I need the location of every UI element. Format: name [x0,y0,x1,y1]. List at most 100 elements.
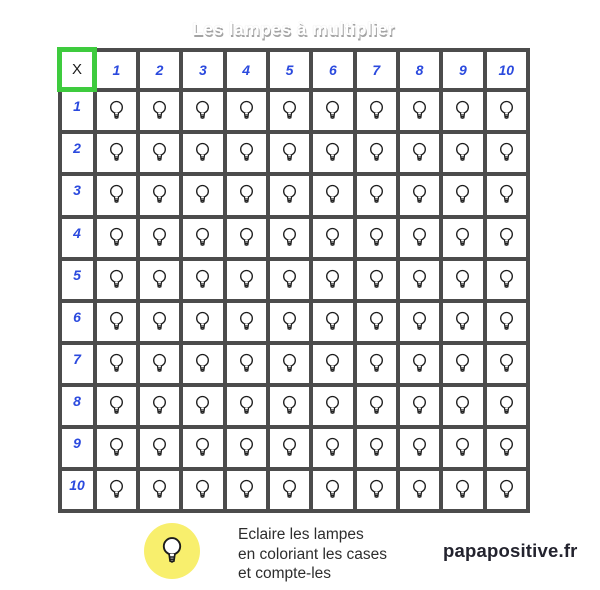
grid-cell-8x9[interactable] [439,382,487,429]
grid-cell-9x1[interactable] [92,424,140,471]
grid-cell-1x3[interactable] [179,87,227,135]
grid-cell-4x1[interactable] [92,214,140,261]
grid-cell-7x8[interactable] [395,340,444,387]
grid-cell-6x6[interactable] [309,298,357,345]
grid-cell-2x10[interactable] [482,130,531,177]
grid-cell-4x8[interactable] [395,214,444,261]
grid-cell-10x5[interactable] [265,466,314,514]
grid-cell-2x3[interactable] [179,130,227,177]
grid-cell-7x9[interactable] [439,340,487,387]
grid-cell-2x6[interactable] [309,130,357,177]
grid-cell-6x7[interactable] [352,298,400,345]
grid-cell-2x8[interactable] [395,130,444,177]
grid-cell-9x6[interactable] [309,424,357,471]
grid-cell-5x5[interactable] [265,256,314,303]
grid-cell-5x9[interactable] [439,256,487,303]
grid-cell-10x8[interactable] [395,466,444,514]
grid-cell-7x6[interactable] [309,340,357,387]
grid-cell-8x5[interactable] [265,382,314,429]
grid-cell-5x1[interactable] [92,256,140,303]
grid-cell-3x4[interactable] [222,172,270,219]
grid-cell-5x8[interactable] [395,256,444,303]
grid-cell-1x6[interactable] [309,87,357,135]
grid-cell-1x2[interactable] [135,87,184,135]
grid-cell-10x6[interactable] [309,466,357,514]
grid-cell-9x2[interactable] [135,424,184,471]
grid-cell-6x1[interactable] [92,298,140,345]
grid-cell-5x3[interactable] [179,256,227,303]
grid-cell-5x7[interactable] [352,256,400,303]
grid-cell-5x6[interactable] [309,256,357,303]
grid-cell-9x9[interactable] [439,424,487,471]
grid-cell-10x7[interactable] [352,466,400,514]
grid-cell-3x2[interactable] [135,172,184,219]
grid-cell-9x3[interactable] [179,424,227,471]
grid-cell-2x4[interactable] [222,130,270,177]
grid-cell-7x1[interactable] [92,340,140,387]
grid-cell-5x10[interactable] [482,256,531,303]
grid-cell-6x9[interactable] [439,298,487,345]
grid-cell-4x9[interactable] [439,214,487,261]
grid-cell-9x5[interactable] [265,424,314,471]
grid-cell-3x8[interactable] [395,172,444,219]
grid-cell-7x2[interactable] [135,340,184,387]
grid-cell-4x4[interactable] [222,214,270,261]
grid-cell-3x5[interactable] [265,172,314,219]
grid-cell-10x9[interactable] [439,466,487,514]
grid-cell-2x7[interactable] [352,130,400,177]
grid-cell-8x8[interactable] [395,382,444,429]
grid-cell-7x3[interactable] [179,340,227,387]
grid-cell-5x4[interactable] [222,256,270,303]
grid-cell-6x5[interactable] [265,298,314,345]
grid-cell-5x2[interactable] [135,256,184,303]
grid-cell-1x10[interactable] [482,87,531,135]
grid-cell-3x7[interactable] [352,172,400,219]
grid-cell-10x1[interactable] [92,466,140,514]
grid-cell-4x5[interactable] [265,214,314,261]
grid-cell-8x7[interactable] [352,382,400,429]
grid-cell-2x1[interactable] [92,130,140,177]
grid-cell-1x5[interactable] [265,87,314,135]
grid-cell-8x2[interactable] [135,382,184,429]
grid-cell-1x7[interactable] [352,87,400,135]
grid-cell-7x7[interactable] [352,340,400,387]
grid-cell-1x1[interactable] [92,87,140,135]
grid-cell-10x10[interactable] [482,466,531,514]
grid-cell-7x5[interactable] [265,340,314,387]
grid-cell-2x5[interactable] [265,130,314,177]
grid-cell-7x4[interactable] [222,340,270,387]
grid-cell-4x3[interactable] [179,214,227,261]
grid-cell-9x8[interactable] [395,424,444,471]
grid-cell-6x10[interactable] [482,298,531,345]
grid-cell-8x4[interactable] [222,382,270,429]
grid-cell-2x2[interactable] [135,130,184,177]
grid-cell-3x3[interactable] [179,172,227,219]
grid-cell-6x8[interactable] [395,298,444,345]
grid-cell-1x8[interactable] [395,87,444,135]
grid-cell-1x4[interactable] [222,87,270,135]
grid-cell-10x3[interactable] [179,466,227,514]
grid-cell-8x10[interactable] [482,382,531,429]
grid-cell-9x7[interactable] [352,424,400,471]
grid-cell-4x2[interactable] [135,214,184,261]
grid-cell-6x4[interactable] [222,298,270,345]
grid-cell-3x10[interactable] [482,172,531,219]
grid-cell-8x3[interactable] [179,382,227,429]
grid-cell-7x10[interactable] [482,340,531,387]
grid-cell-4x6[interactable] [309,214,357,261]
grid-cell-3x6[interactable] [309,172,357,219]
grid-cell-3x1[interactable] [92,172,140,219]
grid-cell-4x7[interactable] [352,214,400,261]
grid-cell-6x3[interactable] [179,298,227,345]
grid-cell-2x9[interactable] [439,130,487,177]
grid-cell-1x9[interactable] [439,87,487,135]
grid-cell-10x2[interactable] [135,466,184,514]
grid-cell-9x10[interactable] [482,424,531,471]
grid-cell-8x1[interactable] [92,382,140,429]
grid-cell-8x6[interactable] [309,382,357,429]
grid-cell-10x4[interactable] [222,466,270,514]
grid-cell-9x4[interactable] [222,424,270,471]
grid-cell-4x10[interactable] [482,214,531,261]
grid-cell-3x9[interactable] [439,172,487,219]
grid-cell-6x2[interactable] [135,298,184,345]
